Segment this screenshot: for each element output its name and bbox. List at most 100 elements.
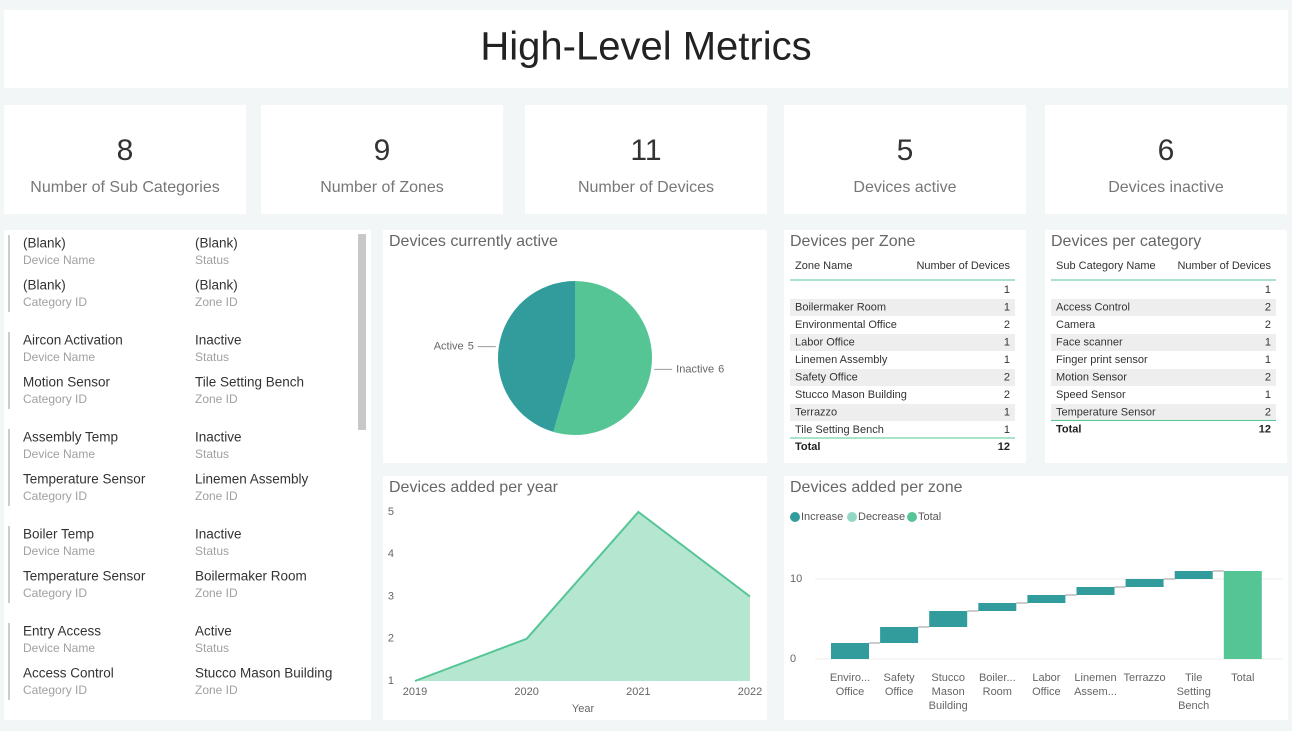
field-value: Linemen Assembly <box>195 472 309 487</box>
column-header: Sub Category Name <box>1056 260 1156 272</box>
field-label: Device Name <box>23 253 95 267</box>
field-label: Category ID <box>23 683 87 697</box>
x-tick-label: Safety <box>884 672 916 684</box>
field-value: Access Control <box>23 666 114 681</box>
cell: Face scanner <box>1056 336 1123 348</box>
total-value: 12 <box>1259 423 1271 435</box>
legend-label: Decrease <box>858 511 905 523</box>
label-name: Inactive <box>676 363 714 375</box>
row-shade <box>790 299 1015 316</box>
cell: Access Control <box>1056 301 1130 313</box>
y-tick-label: 5 <box>388 506 394 518</box>
panel <box>525 105 767 214</box>
x-tick-label: Linemen <box>1074 672 1116 684</box>
legend-label: Total <box>918 511 941 523</box>
x-tick-label: 2020 <box>514 686 538 698</box>
row-shade <box>1051 299 1276 316</box>
label-value: 6 <box>718 363 724 375</box>
waterfall-bar <box>978 603 1017 611</box>
cell: 2 <box>1265 371 1271 383</box>
legend-swatch <box>790 512 800 522</box>
legend-label: Increase <box>801 511 843 523</box>
y-tick-label: 4 <box>388 548 394 560</box>
x-tick-label: Terrazzo <box>1124 672 1166 684</box>
field-label: Status <box>195 253 229 267</box>
column-header: Number of Devices <box>1177 260 1271 272</box>
panel <box>4 230 371 720</box>
pie-slice <box>553 281 653 436</box>
kpi-value: 11 <box>630 134 661 167</box>
field-value: Active <box>195 624 232 639</box>
x-tick-label: 2021 <box>626 686 650 698</box>
cell: Safety Office <box>795 371 858 383</box>
waterfall-bar <box>1027 595 1066 603</box>
cell: 1 <box>1004 424 1010 436</box>
waterfall-total <box>1223 571 1262 659</box>
kpi-value: 5 <box>897 134 914 167</box>
field-value: Boilermaker Room <box>195 569 307 584</box>
field-label: Zone ID <box>195 683 238 697</box>
area-line <box>414 510 751 682</box>
field-value: Temperature Sensor <box>23 569 146 584</box>
kpi-label: Devices inactive <box>1108 179 1224 196</box>
field-label: Zone ID <box>195 586 238 600</box>
y-tick-label: 10 <box>790 573 802 585</box>
field-value: (Blank) <box>195 236 238 251</box>
field-label: Category ID <box>23 392 87 406</box>
kpi-value: 6 <box>1158 134 1175 167</box>
cell: Boilermaker Room <box>795 301 886 313</box>
cell: 2 <box>1004 389 1010 401</box>
field-label: Status <box>195 447 229 461</box>
panel <box>784 105 1026 214</box>
data-label: Active 5 <box>434 341 474 353</box>
x-tick-label: Boiler... <box>979 672 1016 684</box>
row-shade <box>1051 369 1276 386</box>
field-value: Stucco Mason Building <box>195 666 332 681</box>
cell: 2 <box>1265 406 1271 418</box>
field-value: Assembly Temp <box>23 430 118 445</box>
cell: Environmental Office <box>795 319 897 331</box>
pie-slice <box>498 281 575 432</box>
kpi-label: Number of Sub Categories <box>30 179 219 196</box>
x-tick-label: Tile <box>1185 672 1202 684</box>
data-label: Inactive 6 <box>676 363 724 375</box>
field-value: Entry Access <box>23 624 101 639</box>
cell: 1 <box>1265 389 1271 401</box>
cell: Linemen Assembly <box>795 354 888 366</box>
kpi-label: Devices active <box>853 179 956 196</box>
waterfall-bar <box>831 643 869 659</box>
cell: Finger print sensor <box>1056 354 1148 366</box>
legend-swatch <box>907 512 917 522</box>
column-header: Zone Name <box>795 260 852 272</box>
scrollbar <box>358 234 366 430</box>
kpi-label: Number of Devices <box>578 179 714 196</box>
y-tick-label: 1 <box>388 675 394 687</box>
cell: Speed Sensor <box>1056 389 1126 401</box>
field-value: Tile Setting Bench <box>195 375 304 390</box>
field-label: Device Name <box>23 447 95 461</box>
cell: 1 <box>1265 336 1271 348</box>
x-tick-label: Labor <box>1032 672 1060 684</box>
waterfall-bar <box>1076 587 1115 595</box>
field-label: Zone ID <box>195 295 238 309</box>
waterfall-bar <box>1174 571 1213 579</box>
kpi-label: Number of Zones <box>320 179 444 196</box>
panel-title: Devices per Zone <box>790 233 915 250</box>
cell: 2 <box>1004 319 1010 331</box>
cell: 1 <box>1265 354 1271 366</box>
field-value: (Blank) <box>23 278 66 293</box>
cell: 2 <box>1265 301 1271 313</box>
cell: 1 <box>1004 336 1010 348</box>
cell: Terrazzo <box>795 406 837 418</box>
x-tick-label: Setting <box>1177 686 1211 698</box>
panel <box>1045 105 1287 214</box>
panel-title: Devices added per zone <box>790 479 963 496</box>
panel <box>4 10 1288 88</box>
x-tick-label: Total <box>1231 672 1254 684</box>
x-tick-label: Stucco <box>931 672 965 684</box>
label-value: 5 <box>468 341 474 353</box>
cell: Temperature Sensor <box>1056 406 1156 418</box>
column-header: Number of Devices <box>916 260 1010 272</box>
field-label: Device Name <box>23 544 95 558</box>
